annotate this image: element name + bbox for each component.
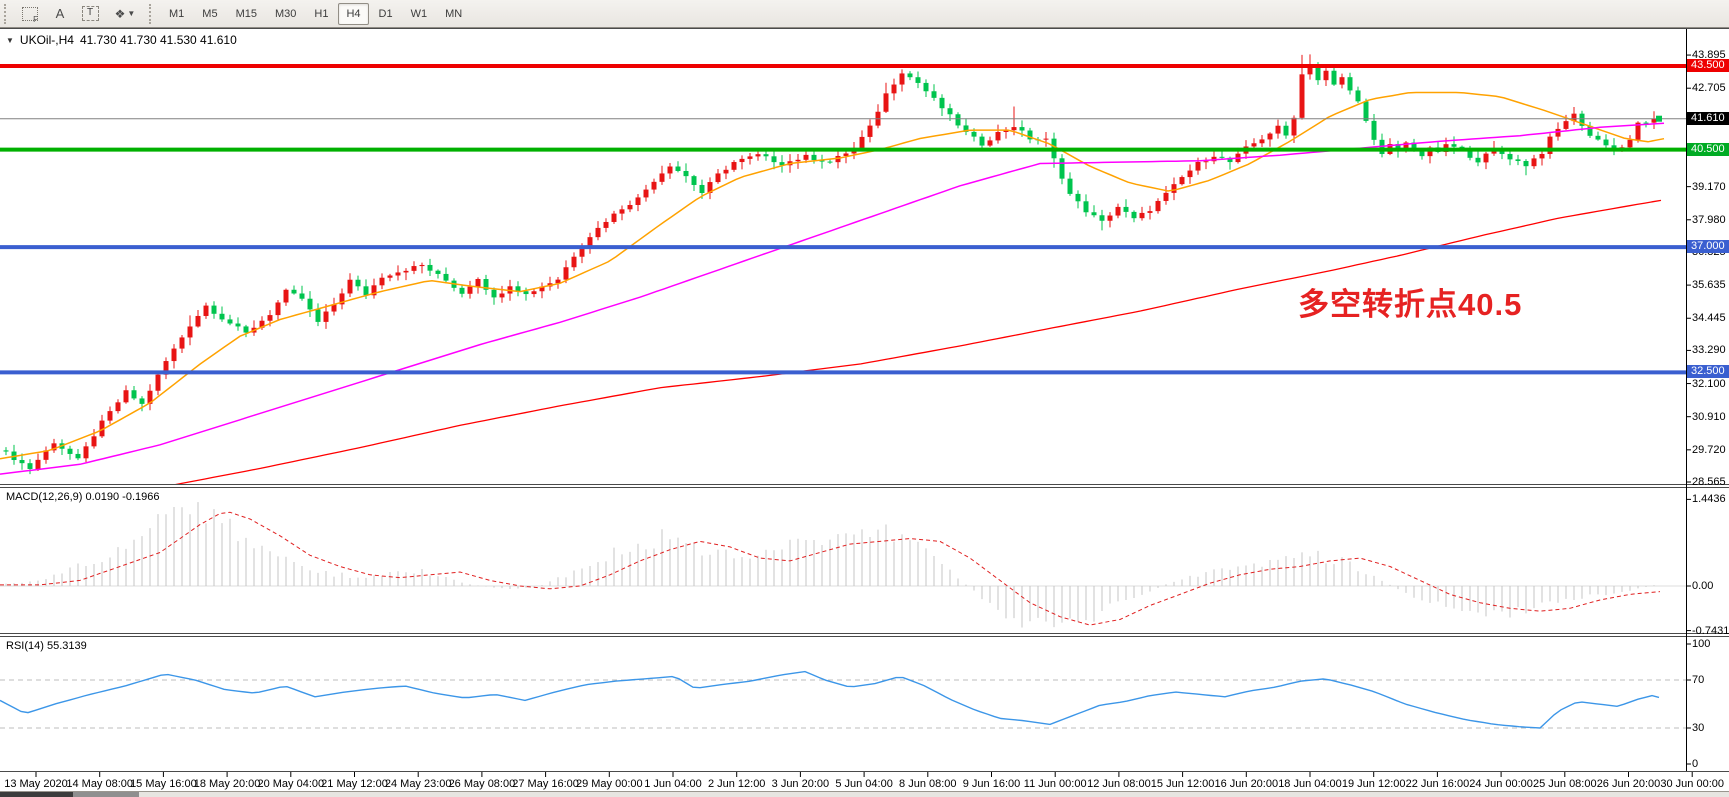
scrollbar-thumb[interactable] — [0, 792, 73, 797]
collapse-indicator-icon[interactable]: ▼ — [6, 35, 14, 45]
chart-shift-icon-glyph: F — [22, 6, 38, 24]
timeframe-button-M30[interactable]: M30 — [274, 7, 297, 20]
scrollbar-thumb-shadow — [73, 792, 139, 797]
toolbar: F A T ❖ ▼ M1 M5 M15 M30 H1 H4 D1 W1 MN — [0, 0, 1729, 28]
timeframe-button-H4[interactable]: H4 — [338, 2, 369, 25]
timeframe-button-M5[interactable]: M5 — [202, 7, 218, 20]
text-box-icon-glyph: T — [81, 6, 99, 21]
toolbar-grip-2[interactable] — [149, 3, 156, 24]
text-box-tool-icon[interactable]: T — [76, 2, 104, 26]
rsi-line — [0, 670, 1660, 729]
ma-slow-red — [175, 199, 1662, 484]
rsi-pane — [0, 670, 1686, 729]
toolbar-grip[interactable] — [4, 3, 11, 24]
last-price-marker — [1656, 115, 1662, 122]
timeframe-button-H1[interactable]: H1 — [314, 7, 329, 20]
text-label-tool-icon[interactable]: A — [55, 6, 65, 21]
cursor-mode-icon[interactable]: ❖ ▼ — [106, 2, 144, 26]
macd-signal-line — [0, 511, 1661, 626]
horizontal-scrollbar[interactable] — [0, 791, 1729, 797]
candlestick-series — [3, 54, 1657, 475]
ma-fast-orange — [0, 91, 1665, 460]
timeframe-button-D1[interactable]: D1 — [378, 7, 393, 20]
dropdown-caret-icon: ▼ — [127, 9, 136, 18]
timeframe-button-MN[interactable]: MN — [445, 7, 463, 20]
timeframe-button-M15[interactable]: M15 — [235, 7, 257, 20]
ma-medium-magenta — [0, 122, 1665, 475]
cursor-mode-glyph: ❖ — [114, 6, 126, 21]
chart-shift-icon[interactable]: F — [16, 2, 44, 26]
macd-pane — [0, 502, 1686, 628]
main-price-pane — [0, 54, 1686, 484]
timeframe-button-W1[interactable]: W1 — [410, 7, 428, 20]
timeframe-button-group: M1 M5 M15 M30 H1 H4 D1 W1 MN — [160, 2, 471, 25]
timeframe-button-M1[interactable]: M1 — [169, 7, 185, 20]
